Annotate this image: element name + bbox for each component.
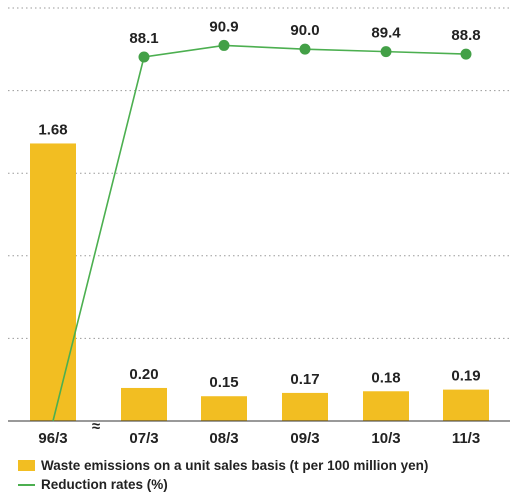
- line-value-label: 88.8: [451, 27, 480, 44]
- bar-value-label: 0.19: [451, 368, 480, 385]
- bar-value-labels: 1.68 0.20 0.15 0.17 0.18 0.19: [38, 121, 480, 391]
- line-point: [299, 43, 311, 55]
- line-value-label: 90.0: [290, 22, 319, 39]
- legend-item-line: Reduction rates (%): [18, 475, 518, 494]
- bar: [121, 387, 167, 421]
- x-tick-label: 10/3: [371, 430, 400, 447]
- legend: Waste emissions on a unit sales basis (t…: [18, 456, 518, 494]
- bar-series: [30, 143, 489, 422]
- line-value-label: 88.1: [129, 30, 158, 47]
- legend-swatch-bar: [18, 460, 35, 471]
- x-tick-label: 07/3: [129, 430, 158, 447]
- line-point: [138, 51, 150, 63]
- chart-area: 1.68 0.20 0.15 0.17 0.18 0.19 88.1 90.9 90.0 89.…: [8, 7, 510, 447]
- line-point: [460, 48, 472, 60]
- x-tick-labels: 96/3 07/3 08/3 09/3 10/3 11/3: [38, 430, 480, 447]
- x-tick-label: 08/3: [209, 430, 238, 447]
- bar: [443, 389, 489, 421]
- line-value-label: 89.4: [371, 25, 401, 42]
- legend-label-bar: Waste emissions on a unit sales basis (t…: [41, 458, 429, 473]
- line-value-label: 90.9: [209, 18, 238, 35]
- bar: [282, 392, 328, 421]
- x-tick-label: 11/3: [452, 430, 480, 447]
- bar-value-label: 0.20: [129, 366, 158, 383]
- bar: [363, 391, 409, 421]
- bar-value-label: 0.17: [290, 371, 319, 388]
- axis-break-mark: ≈: [92, 418, 100, 435]
- line-point: [380, 46, 392, 58]
- bar: [201, 396, 247, 421]
- bar-value-label: 1.68: [38, 121, 67, 138]
- bar: [30, 143, 76, 422]
- line-value-labels: 88.1 90.9 90.0 89.4 88.8: [129, 18, 480, 47]
- bar-value-label: 0.15: [209, 374, 238, 391]
- line-point: [218, 39, 230, 51]
- gridlines: [8, 7, 510, 339]
- legend-label-line: Reduction rates (%): [41, 477, 168, 492]
- x-tick-label: 09/3: [290, 430, 319, 447]
- legend-item-bar: Waste emissions on a unit sales basis (t…: [18, 456, 518, 475]
- legend-swatch-line: [18, 483, 35, 486]
- line-series: [52, 39, 472, 422]
- bar-value-label: 0.18: [371, 369, 400, 386]
- reduction-rate-line: [52, 44, 467, 422]
- x-tick-label: 96/3: [38, 430, 67, 447]
